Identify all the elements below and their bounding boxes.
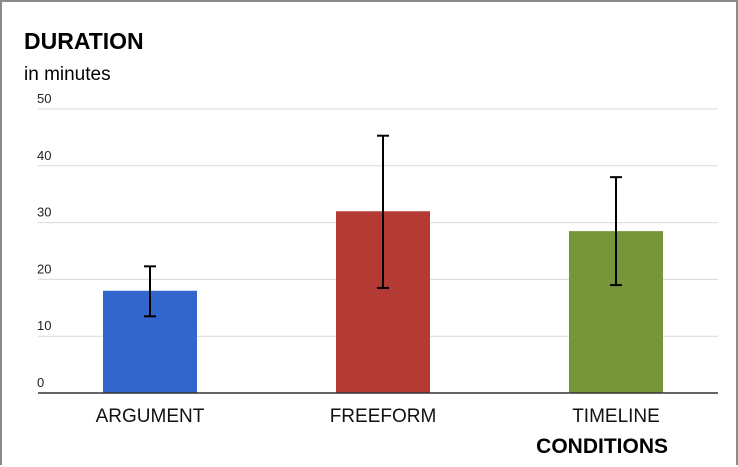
y-tick-label: 0 xyxy=(37,375,44,390)
x-axis-title: CONDITIONS xyxy=(536,435,668,458)
y-tick-label: 30 xyxy=(37,205,51,220)
y-axis-ticks: 0 10 20 30 40 50 xyxy=(37,91,51,390)
x-tick-label: ARGUMENT xyxy=(96,406,205,427)
y-tick-label: 20 xyxy=(37,261,51,276)
error-bars xyxy=(144,134,622,318)
bars xyxy=(103,211,663,393)
y-tick-label: 40 xyxy=(37,148,51,163)
chart-subtitle: in minutes xyxy=(24,64,111,85)
x-tick-label: TIMELINE xyxy=(572,406,660,427)
x-axis-ticks: ARGUMENT FREEFORM TIMELINE xyxy=(96,406,660,427)
chart-title: DURATION xyxy=(24,28,144,54)
y-tick-label: 10 xyxy=(37,318,51,333)
y-tick-label: 50 xyxy=(37,91,51,106)
x-tick-label: FREEFORM xyxy=(330,406,437,427)
